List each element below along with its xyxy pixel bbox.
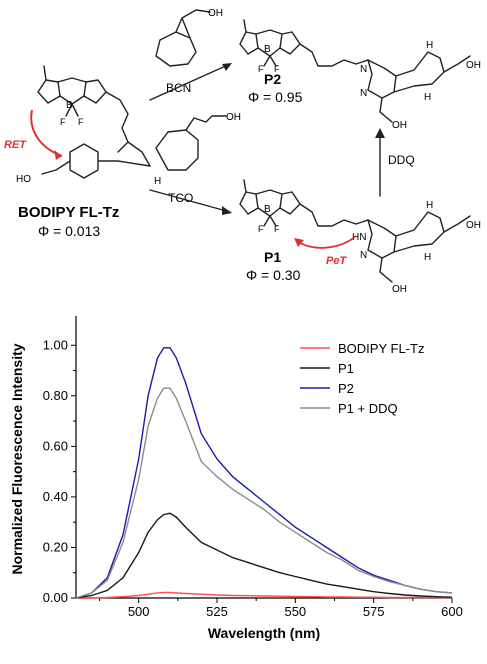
p2-nitrogen-label-2: N: [360, 88, 367, 99]
x-tick-label: 575: [363, 604, 385, 619]
x-ticks: 500 525 550 575 600: [99, 598, 463, 619]
ret-arrow: [30, 109, 63, 157]
p1-nh-label: HN: [352, 232, 366, 243]
reactant-name: BODIPY FL-Tz: [18, 204, 119, 221]
p1-name: P1: [264, 249, 281, 265]
p1-nitrogen-label: N: [360, 250, 367, 261]
bodipy-fl-tz-structure: [37, 65, 151, 179]
y-tick-label: 0.00: [43, 590, 68, 605]
y-tick-label: 0.80: [43, 388, 68, 403]
legend-label: P1 + DDQ: [338, 401, 398, 416]
reactant-fluorine-label-1: F: [60, 117, 66, 127]
p2-quantum-yield: Φ = 0.95: [248, 89, 303, 105]
p2-name: P2: [264, 71, 281, 87]
p2-fluorine-label-1: F: [258, 64, 264, 74]
y-axis-label: Normalized Fluorescence Intensity: [9, 343, 25, 574]
tco-h-label: H: [154, 176, 161, 187]
p1-h-label-1: H: [426, 200, 433, 211]
ret-arrowhead: [54, 150, 62, 160]
bcn-reaction-arrow: [149, 63, 231, 101]
y-tick-label: 0.20: [43, 539, 68, 554]
x-tick-label: 525: [206, 604, 228, 619]
series-line-p1-ddq: [75, 387, 453, 599]
reactant-boron-label: B: [66, 100, 73, 111]
bcn-structure: [155, 9, 211, 67]
pet-arrowhead: [294, 238, 304, 247]
x-tick-label: 600: [441, 604, 463, 619]
y-tick-label: 0.40: [43, 489, 68, 504]
legend-label: BODIPY FL-Tz: [338, 341, 424, 356]
p2-boron-label: B: [264, 44, 271, 55]
pet-arrow: [295, 235, 357, 249]
p1-fluorine-label-1: F: [258, 224, 264, 234]
plot-frame: [75, 316, 452, 599]
p1-h-label-2: H: [424, 252, 431, 263]
ret-label: RET: [4, 139, 27, 151]
series-line-p1: [75, 512, 453, 599]
p2-nitrogen-label-1: N: [360, 64, 367, 75]
series-line-bodipy-fl-tz: [76, 591, 452, 599]
p2-fluorine-label-2: F: [274, 64, 280, 74]
p2-h-label-1: H: [426, 40, 433, 51]
p1-oh-label-1: OH: [466, 220, 481, 231]
ddq-arrowhead: [375, 128, 385, 138]
x-axis-label: Wavelength (nm): [208, 625, 320, 641]
legend-label: P1: [338, 361, 354, 376]
series-line-p2: [75, 347, 453, 599]
reactant-quantum-yield: Φ = 0.013: [38, 223, 100, 239]
bcn-oh-label: OH: [208, 8, 223, 19]
legend-label: P2: [338, 381, 354, 396]
series-lines: [75, 347, 453, 599]
legend: BODIPY FL-Tz P1 P2 P1 + DDQ: [300, 341, 424, 416]
p1-boron-label: B: [264, 204, 271, 215]
reaction-scheme: B F F HO BODIPY FL-Tz Φ = 0.013 RET OH B…: [4, 8, 481, 295]
x-tick-label: 550: [284, 604, 306, 619]
tco-reaction-arrow: [149, 189, 231, 213]
ddq-label: DDQ: [388, 153, 415, 167]
p1-oh-label-2: OH: [392, 284, 407, 295]
tco-oh-label: OH: [226, 112, 241, 123]
p2-oh-label-1: OH: [466, 60, 481, 71]
pet-label: PeT: [326, 255, 347, 267]
y-ticks: 0.00 0.20 0.40 0.60 0.80 1.00: [43, 337, 76, 605]
y-tick-label: 1.00: [43, 337, 68, 352]
y-tick-label: 0.60: [43, 438, 68, 453]
p2-h-label-2: H: [424, 92, 431, 103]
p1-structure: [239, 179, 471, 283]
p2-structure: [239, 19, 471, 123]
x-tick-label: 500: [128, 604, 150, 619]
tco-arrowhead: [222, 206, 232, 215]
p1-quantum-yield: Φ = 0.30: [246, 267, 301, 283]
fluorescence-chart: 0.00 0.20 0.40 0.60 0.80 1.00 500 525 550 575 600…: [9, 316, 463, 641]
p1-fluorine-label-2: F: [274, 224, 280, 234]
reactant-ho-label: HO: [16, 174, 31, 185]
tco-structure: [155, 115, 227, 171]
reactant-fluorine-label-2: F: [78, 117, 84, 127]
bcn-arrowhead: [222, 63, 232, 71]
p2-oh-label-2: OH: [392, 120, 407, 131]
